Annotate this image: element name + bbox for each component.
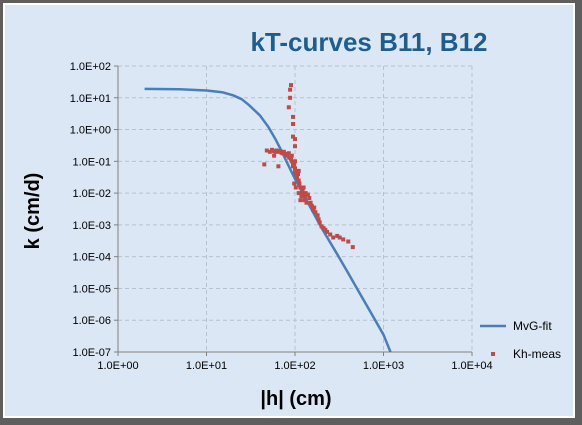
data-point-kh-meas [296, 168, 301, 173]
data-point-kh-meas [294, 175, 299, 180]
data-point-kh-meas [293, 159, 297, 164]
data-point-kh-meas [293, 185, 298, 190]
data-point-kh-meas [291, 114, 295, 119]
y-tick-label: 1.0E-04 [72, 252, 111, 264]
data-point-kh-meas [312, 205, 317, 210]
data-point-kh-meas [289, 156, 293, 161]
data-point-kh-meas [331, 235, 336, 240]
data-point-kh-meas [317, 220, 322, 225]
y-tick-label: 1.0E-06 [72, 315, 111, 327]
axis-layer [114, 65, 473, 356]
chart-title: kT-curves B11, B12 [250, 27, 487, 57]
y-tick-label: 1.0E-03 [72, 220, 111, 232]
data-point-kh-meas [307, 196, 312, 200]
series-line-mvg-fit [144, 87, 392, 352]
legend-label: MvG-fit [513, 319, 552, 333]
data-point-kh-meas [286, 151, 291, 156]
data-point-kh-meas [289, 153, 294, 158]
data-point-kh-meas [299, 194, 304, 199]
x-tick-label: 1.0E+02 [274, 360, 315, 372]
chart-frame: kT-curves B11, B12 1.0E-07 1.0E-06 1.0E-05… [3, 3, 575, 418]
data-point-kh-meas [323, 227, 328, 232]
legend: MvG-fit Kh-meas [480, 319, 561, 361]
data-point-kh-meas [300, 188, 305, 193]
data-point-kh-meas [328, 232, 333, 237]
data-point-kh-meas [325, 229, 329, 234]
series-layer [144, 83, 392, 352]
data-point-kh-meas [270, 147, 274, 152]
data-point-kh-meas [309, 203, 314, 208]
y-tick-label: 1.0E+02 [70, 61, 111, 73]
data-point-kh-meas [292, 181, 297, 186]
data-point-kh-meas [293, 166, 297, 171]
x-axis-label: |h| (cm) [260, 388, 331, 410]
data-point-kh-meas [346, 239, 351, 244]
data-point-kh-meas [291, 134, 295, 139]
data-point-kh-meas [316, 217, 321, 222]
data-point-kh-meas [296, 191, 301, 196]
x-tick-label: 1.0E+01 [186, 360, 227, 372]
data-point-kh-meas [291, 122, 295, 126]
tick-layer: 1.0E-07 1.0E-06 1.0E-05 1.0E-04 1.0E-03 1.0E-… [70, 61, 493, 372]
data-point-kh-meas [303, 191, 308, 196]
data-point-kh-meas [300, 191, 304, 196]
data-point-kh-meas [281, 149, 286, 154]
y-tick-label: 1.0E+00 [70, 125, 111, 137]
data-point-kh-meas [298, 198, 303, 203]
x-tick-label: 1.0E+00 [97, 360, 138, 372]
grid-layer [118, 65, 473, 352]
data-point-kh-meas [303, 194, 308, 199]
data-point-kh-meas [294, 173, 299, 178]
data-point-kh-meas [272, 153, 277, 158]
y-axis-label: k (cm/d) [22, 173, 44, 250]
data-point-kh-meas [341, 237, 346, 242]
y-tick-label: 1.0E+01 [70, 93, 111, 105]
data-point-kh-meas [305, 192, 310, 197]
data-point-kh-meas [262, 162, 267, 167]
data-point-kh-meas [302, 198, 307, 203]
y-tick-label: 1.0E-01 [72, 156, 111, 168]
data-point-kh-meas [264, 148, 269, 153]
data-point-kh-meas [298, 185, 303, 190]
y-tick-label: 1.0E-07 [72, 347, 111, 359]
data-point-kh-meas [293, 137, 297, 142]
legend-label: Kh-meas [513, 347, 561, 361]
data-point-kh-meas [276, 164, 281, 169]
legend-key-marker [491, 352, 495, 356]
data-point-kh-meas [335, 233, 340, 238]
y-tick-label: 1.0E-02 [72, 188, 111, 200]
data-point-kh-meas [288, 87, 293, 92]
data-point-kh-meas [311, 207, 316, 212]
data-point-kh-meas [286, 105, 291, 110]
data-point-kh-meas [297, 181, 302, 186]
y-tick-label: 1.0E-05 [72, 283, 111, 295]
data-point-kh-meas [337, 235, 342, 240]
data-point-kh-meas [315, 213, 320, 218]
data-point-kh-meas [313, 210, 318, 215]
data-point-kh-meas [350, 245, 355, 250]
data-point-kh-meas [293, 144, 297, 149]
data-point-kh-meas [267, 149, 272, 154]
data-point-kh-meas [289, 83, 293, 88]
data-point-kh-meas [291, 164, 295, 169]
data-point-kh-meas [296, 178, 301, 183]
chart-svg: kT-curves B11, B12 1.0E-07 1.0E-06 1.0E-05… [22, 27, 561, 410]
data-point-kh-meas [308, 200, 313, 205]
data-point-kh-meas [304, 200, 309, 205]
x-tick-label: 1.0E+03 [363, 360, 404, 372]
x-tick-label: 1.0E+04 [451, 360, 492, 372]
data-point-kh-meas [293, 170, 297, 175]
data-point-kh-meas [288, 95, 293, 100]
plot-area [144, 83, 392, 352]
data-point-kh-meas [301, 185, 306, 190]
